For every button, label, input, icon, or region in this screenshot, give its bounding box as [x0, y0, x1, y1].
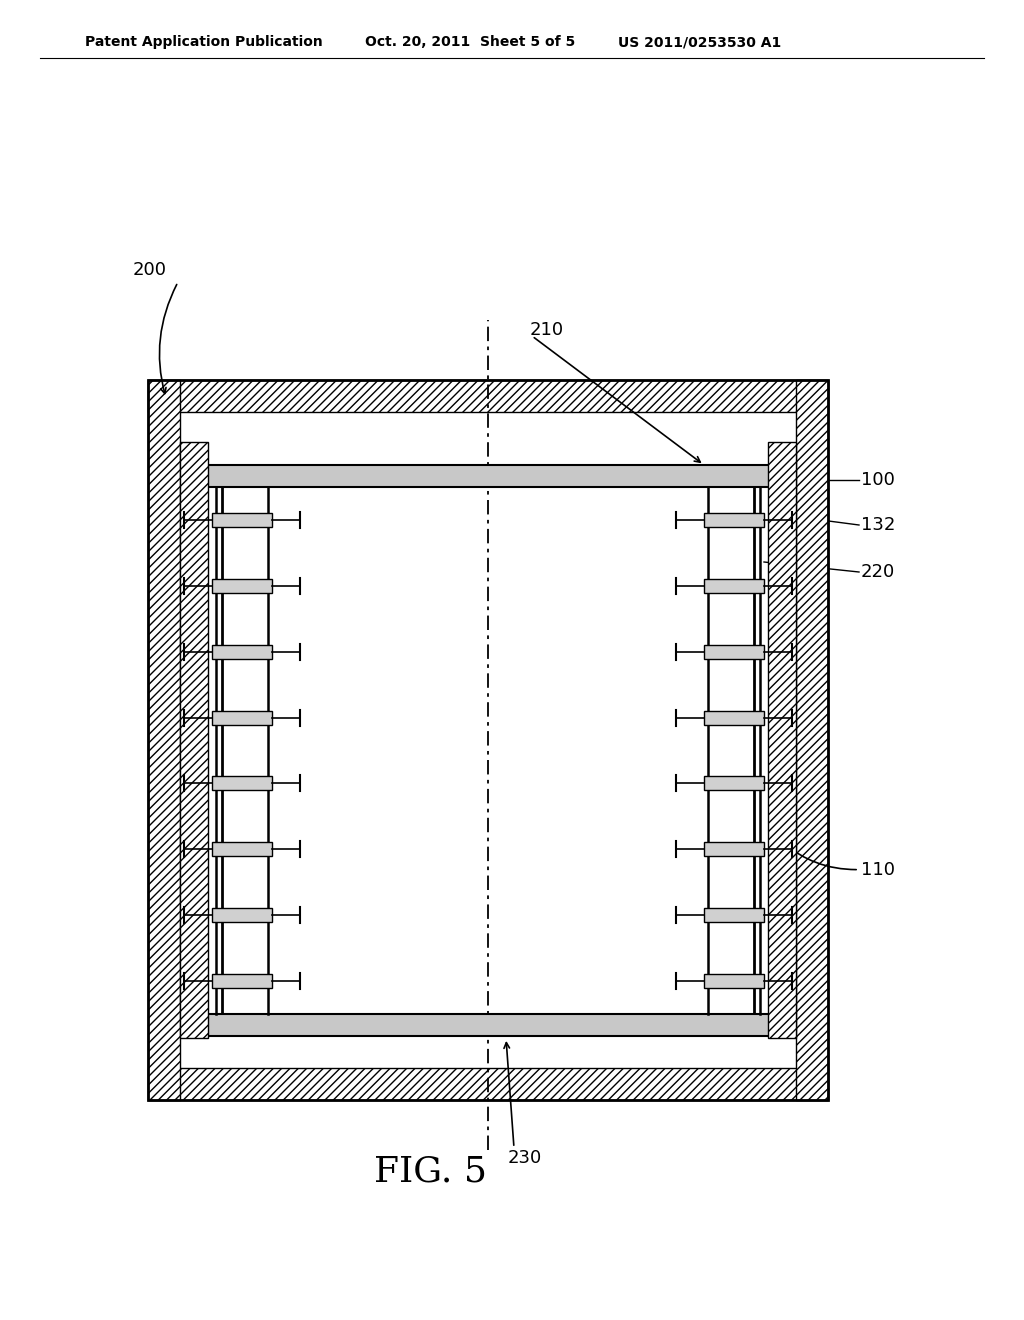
Bar [148, 380, 828, 412]
Text: 220: 220 [861, 564, 895, 581]
Bar [212, 776, 272, 791]
Text: 100: 100 [861, 471, 895, 488]
Bar [705, 578, 764, 593]
Bar [705, 974, 764, 989]
Bar [180, 412, 796, 1068]
Bar [768, 442, 796, 1038]
Bar [705, 842, 764, 857]
Bar [705, 908, 764, 923]
Bar [212, 578, 272, 593]
Bar [212, 842, 272, 857]
Bar [212, 710, 272, 725]
Bar [148, 380, 180, 1100]
Bar [212, 644, 272, 659]
Text: FIG. 5: FIG. 5 [374, 1155, 486, 1189]
Text: 110: 110 [861, 861, 895, 879]
Bar [148, 1068, 828, 1100]
Bar [193, 1014, 784, 1036]
Text: 210: 210 [530, 321, 564, 339]
Bar [212, 513, 272, 527]
Bar [705, 776, 764, 791]
Bar [705, 644, 764, 659]
Bar [212, 974, 272, 989]
Bar [705, 710, 764, 725]
Text: Patent Application Publication: Patent Application Publication [85, 36, 323, 49]
Bar [212, 908, 272, 923]
Text: US 2011/0253530 A1: US 2011/0253530 A1 [618, 36, 781, 49]
Bar [796, 380, 828, 1100]
Text: 200: 200 [133, 261, 167, 279]
Text: 132: 132 [861, 516, 895, 535]
Bar [148, 380, 828, 1100]
Text: 230: 230 [508, 1148, 543, 1167]
Bar [705, 513, 764, 527]
Bar [193, 465, 784, 487]
Text: Oct. 20, 2011  Sheet 5 of 5: Oct. 20, 2011 Sheet 5 of 5 [365, 36, 575, 49]
Bar [180, 442, 208, 1038]
